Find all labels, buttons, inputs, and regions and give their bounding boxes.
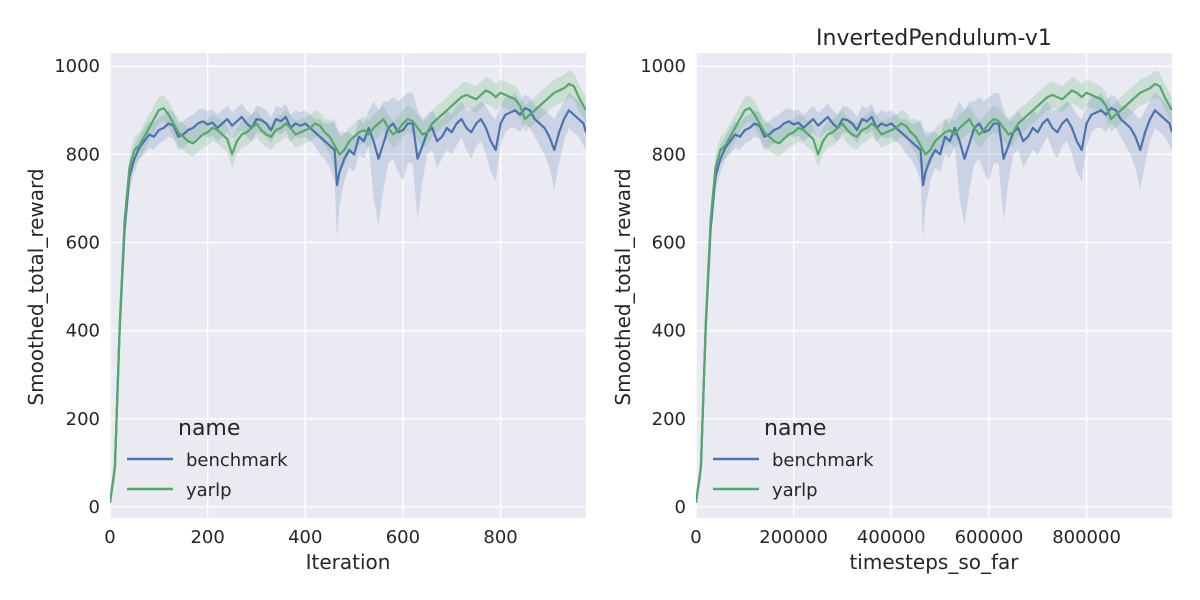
right-yarlp-line [696,82,1172,503]
left-legend-title: name [178,416,240,441]
left-series-group [110,70,586,503]
right-chart-title: InvertedPendulum-v1 [816,26,1052,51]
left-chart-panel: Iteration Smoothed_total_reward 0 200 400 6… [24,53,586,574]
right-y-tick-label: 600 [652,233,686,254]
left-legend: name benchmark yarlp [127,416,288,501]
right-benchmark-line [696,106,1172,503]
left-legend-label-yarlp: yarlp [186,480,232,501]
left-plot-area [109,53,586,518]
left-x-tick-label: 0 [104,527,115,548]
left-x-tick-label: 200 [190,527,224,548]
left-y-tick-label: 600 [66,233,100,254]
right-x-axis-label: timesteps_so_far [849,550,1019,574]
left-x-tick-label: 800 [483,527,517,548]
right-x-tick-label: 0 [690,527,701,548]
right-x-tick-label: 800000 [1052,527,1121,548]
right-y-axis-label: Smoothed_total_reward [611,168,635,405]
right-series-group [696,70,1172,503]
left-y-tick-label: 1000 [54,56,100,77]
left-x-axis-label: Iteration [306,550,391,574]
right-x-tick-label: 600000 [955,527,1024,548]
right-benchmark-ci-band [696,92,1172,503]
right-y-tick-label: 0 [675,497,686,518]
left-y-tick-label: 0 [89,497,100,518]
left-y-tick-label: 200 [66,409,100,430]
left-benchmark-line [110,106,586,503]
right-legend-label-yarlp: yarlp [772,480,818,501]
right-x-tick-label: 200000 [759,527,828,548]
left-y-tick-label: 800 [66,144,100,165]
right-x-tick-label: 400000 [857,527,926,548]
right-legend: name benchmark yarlp [713,416,874,501]
left-x-tick-label: 400 [288,527,322,548]
left-y-axis-label: Smoothed_total_reward [24,168,48,405]
right-y-tick-label: 1000 [640,56,686,77]
left-legend-label-benchmark: benchmark [186,450,288,471]
right-chart-panel: InvertedPendulum-v1 timesteps_so_far Smo… [611,26,1172,574]
left-x-tick-label: 600 [386,527,420,548]
left-yarlp-line [110,82,586,503]
right-y-tick-label: 200 [652,409,686,430]
right-legend-title: name [764,416,826,441]
right-y-tick-label: 400 [652,321,686,342]
right-plot-area [695,53,1172,518]
right-y-tick-label: 800 [652,144,686,165]
left-y-tick-label: 400 [66,321,100,342]
right-legend-label-benchmark: benchmark [772,450,874,471]
left-benchmark-ci-band [110,92,586,503]
